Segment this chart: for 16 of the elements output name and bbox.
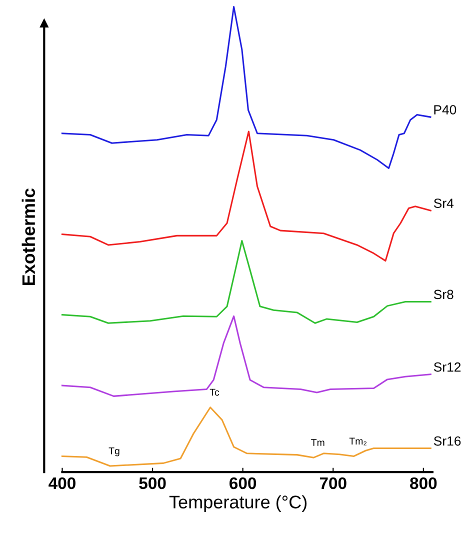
series-label: Sr16: [434, 436, 461, 446]
annotation: Tg: [108, 448, 120, 456]
annotation: Tm: [311, 439, 324, 446]
x-tick-label: 600: [230, 477, 256, 490]
series-label: Sr4: [434, 198, 454, 208]
x-tick-label: 800: [410, 477, 437, 490]
x-tick-label: 400: [48, 477, 76, 490]
annotation: Tm₂: [349, 438, 366, 446]
annotation: Tc: [210, 388, 220, 396]
x-tick-label: 700: [320, 477, 346, 490]
y-axis-title: Exothermic: [22, 188, 36, 286]
x-tick-label: 500: [139, 477, 166, 490]
x-axis-title: Temperature (°C): [169, 495, 307, 512]
series-label: Sr8: [434, 290, 454, 300]
series-label: Sr12: [434, 362, 461, 372]
series-label: P40: [434, 105, 456, 114]
